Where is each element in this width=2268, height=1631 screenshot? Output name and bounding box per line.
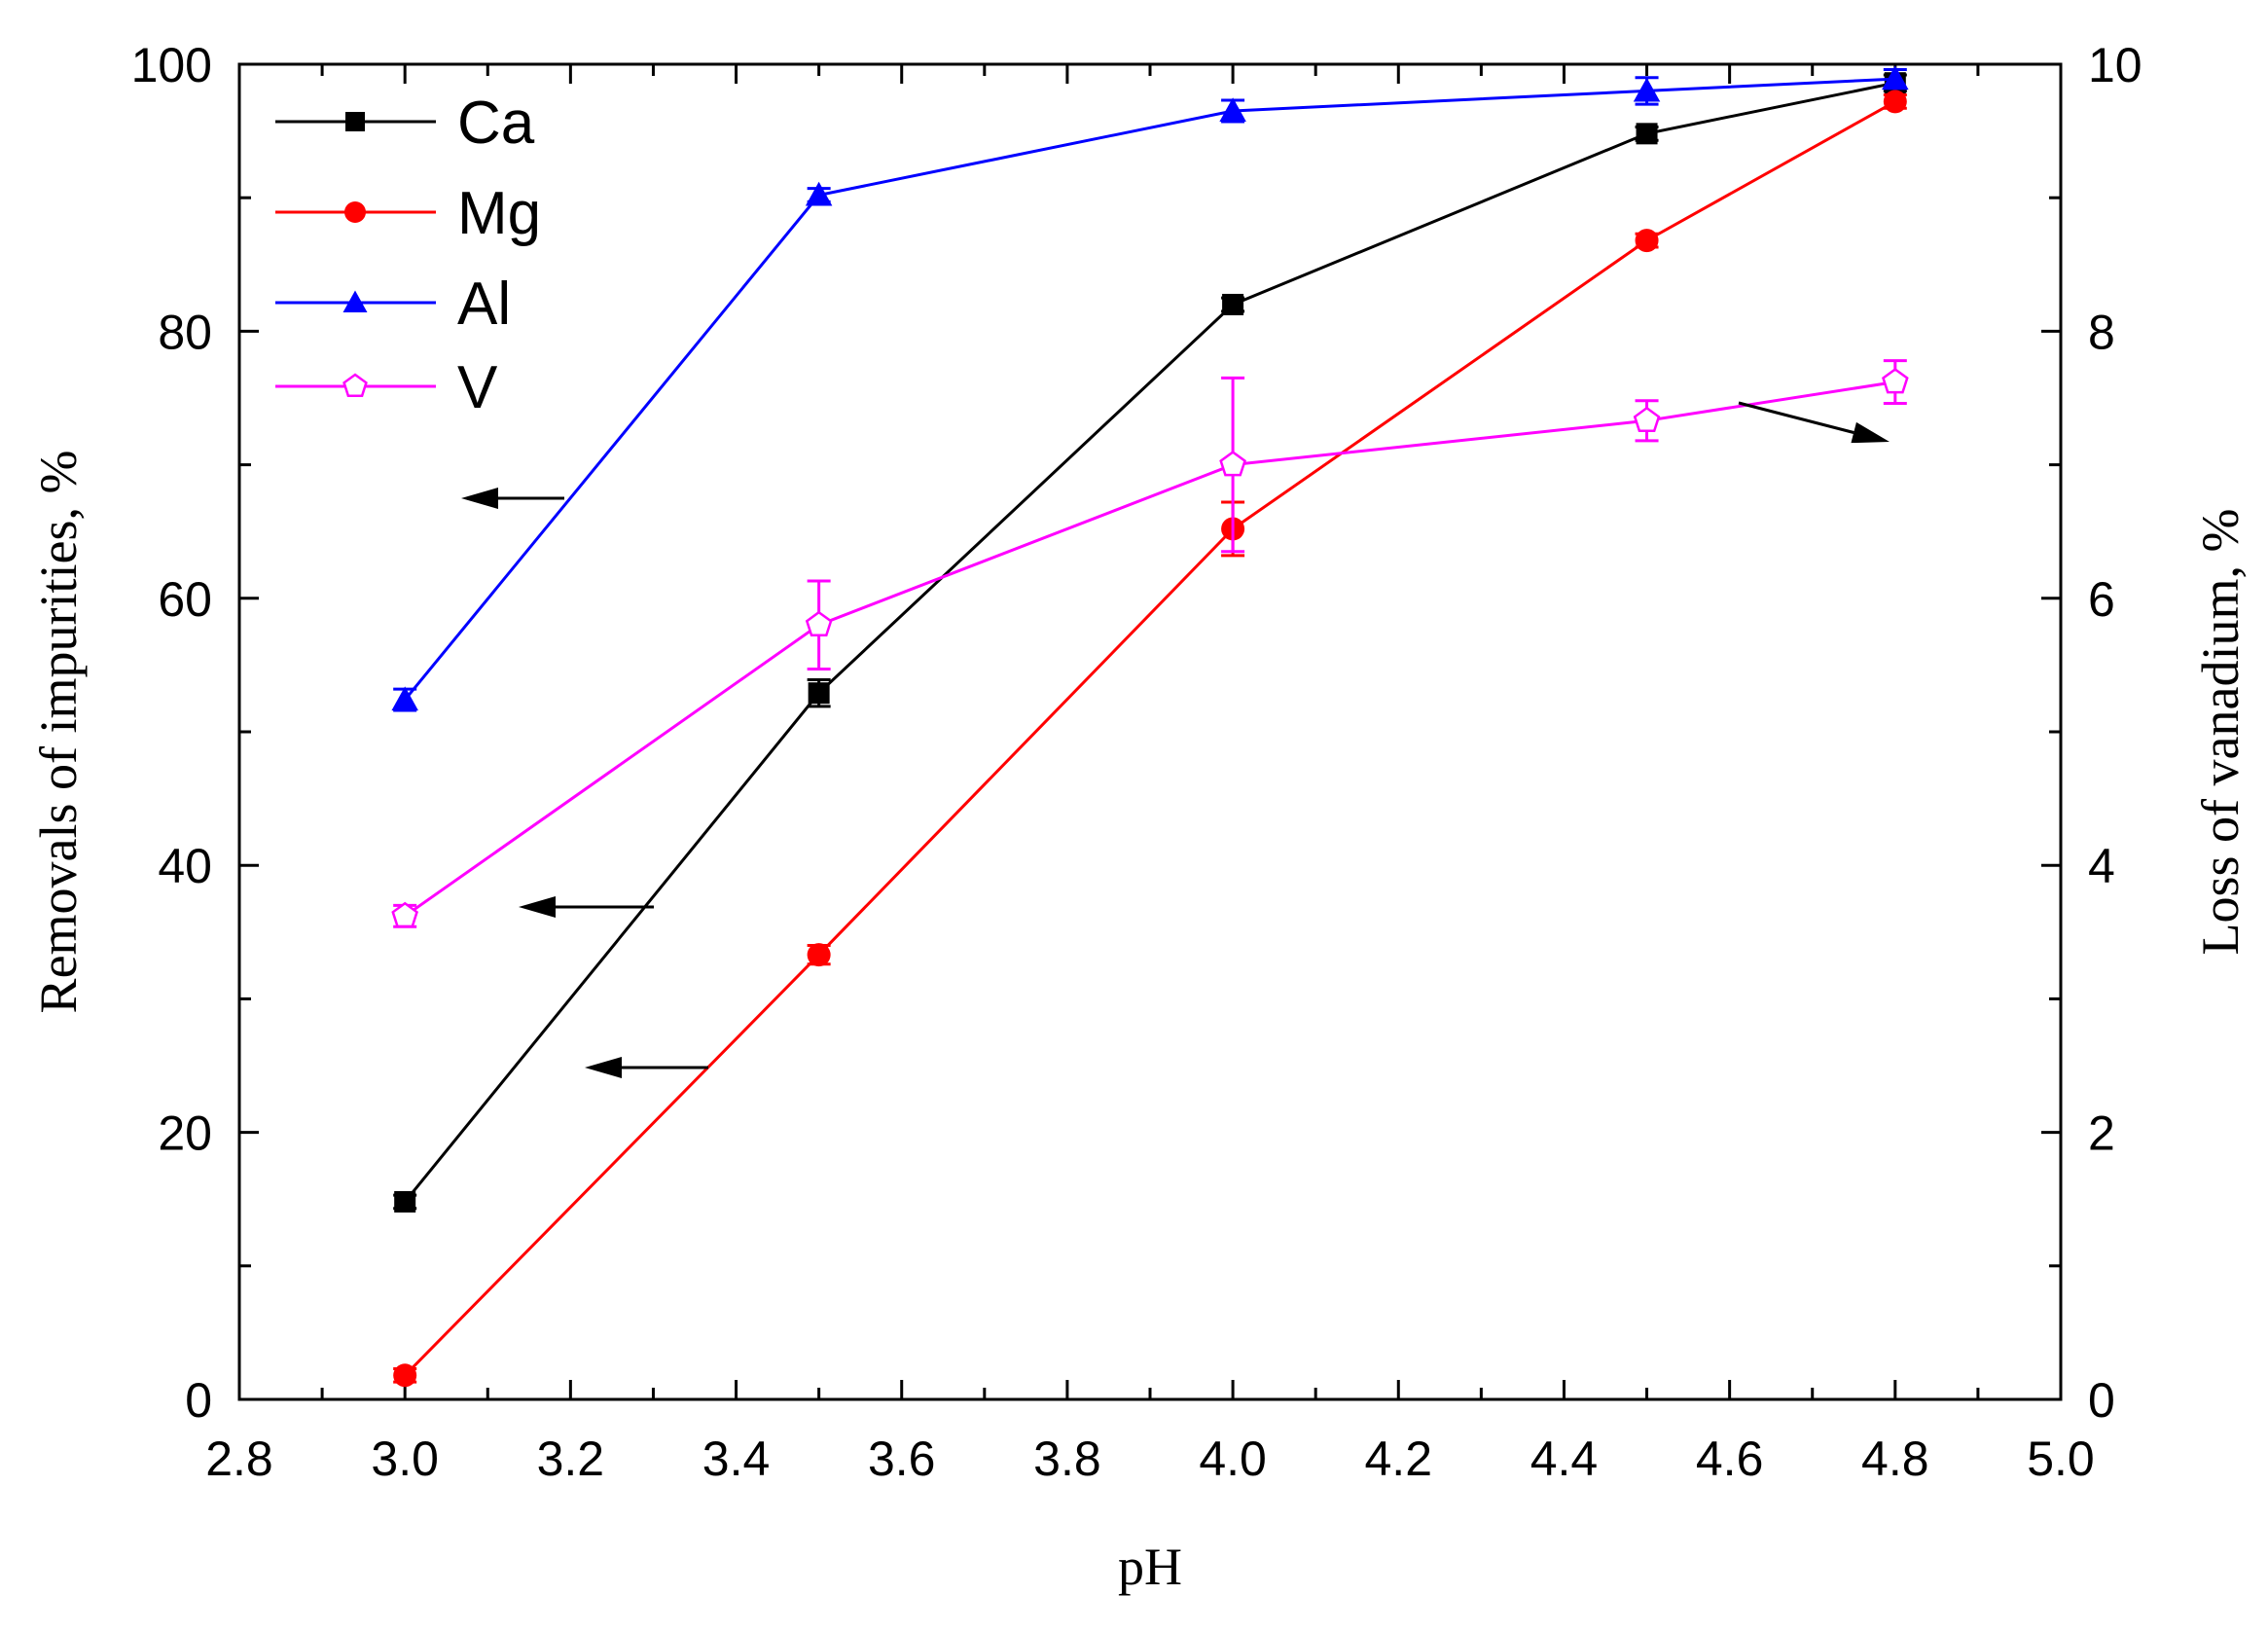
- arrow-left-al: [461, 488, 564, 509]
- data-point-v: [1633, 406, 1661, 433]
- series-mg: [393, 90, 1907, 1388]
- data-point-al: [1882, 65, 1909, 91]
- data-point-mg: [1883, 90, 1907, 114]
- legend-marker-ca: [345, 112, 365, 131]
- x-tick-label: 3.6: [868, 1432, 936, 1486]
- legend-label-ca: Ca: [457, 90, 535, 157]
- arrow-left-ca: [519, 896, 654, 918]
- x-tick-label: 4.2: [1365, 1432, 1433, 1486]
- legend-label-v: V: [457, 354, 498, 421]
- y-axis-label-right: Loss of vanadium, %: [2191, 509, 2250, 956]
- x-tick-label: 3.4: [702, 1432, 771, 1486]
- y-right-tick-label: 10: [2088, 38, 2142, 92]
- data-point-v: [805, 610, 833, 637]
- arrow-right-v-head: [1851, 421, 1890, 444]
- x-axis-label: pH: [1118, 1538, 1182, 1596]
- series-layer: [391, 65, 1909, 1388]
- x-tick-label: 5.0: [2027, 1432, 2095, 1486]
- data-point-al: [805, 181, 833, 206]
- arrow-left-mg: [585, 1057, 708, 1078]
- data-point-v: [1219, 451, 1246, 477]
- data-point-ca: [394, 1190, 416, 1213]
- legend-label-al: Al: [457, 271, 511, 338]
- x-tick-label: 4.4: [1530, 1432, 1599, 1486]
- x-tick-label: 4.0: [1199, 1432, 1267, 1486]
- data-point-v: [1882, 367, 1909, 394]
- y-right-tick-label: 0: [2088, 1373, 2115, 1428]
- y-left-tick-label: 0: [185, 1373, 212, 1428]
- legend-item-mg: Mg: [275, 180, 541, 247]
- series-al: [391, 65, 1909, 712]
- annotation-arrows: [461, 401, 1890, 1078]
- legend-item-ca: Ca: [275, 90, 535, 157]
- y-left-tick-label: 20: [158, 1106, 212, 1161]
- series-line-ca: [404, 81, 1896, 1203]
- y-left-tick-label: 80: [158, 305, 212, 359]
- data-point-ca: [808, 682, 830, 705]
- arrow-left-ca-head: [519, 896, 556, 918]
- x-tick-label: 4.6: [1696, 1432, 1764, 1486]
- x-tick-label: 3.0: [371, 1432, 439, 1486]
- y-left-tick-label: 60: [158, 572, 212, 627]
- data-point-v: [391, 901, 418, 928]
- data-point-ca: [1636, 123, 1658, 145]
- series-line-al: [404, 77, 1895, 702]
- data-point-al: [1633, 77, 1661, 102]
- y-right-tick-label: 8: [2088, 305, 2115, 359]
- axis-ticks: [237, 62, 2063, 1401]
- data-point-mg: [393, 1363, 417, 1388]
- legend-marker-mg: [344, 201, 366, 223]
- x-tick-label: 3.8: [1033, 1432, 1101, 1486]
- tick-labels: 2.8 3.0 3.2 3.4 3.6 3.8 4.0 4.2 4.4 4.6 4.8 5.00204…: [131, 38, 2142, 1486]
- arrow-right-v: [1738, 401, 1890, 444]
- y-right-tick-label: 2: [2088, 1106, 2115, 1161]
- series-line-v: [404, 381, 1896, 918]
- legend-item-v: V: [275, 354, 498, 421]
- x-tick-label: 3.2: [537, 1432, 605, 1486]
- x-tick-label: 2.8: [205, 1432, 273, 1486]
- plot-frame: [237, 62, 2063, 1401]
- y-right-tick-label: 4: [2088, 839, 2115, 893]
- legend-item-al: Al: [275, 271, 511, 338]
- series-line-mg: [404, 100, 1896, 1377]
- legend-marker-al: [342, 290, 368, 312]
- arrow-left-al-head: [461, 488, 498, 509]
- data-point-mg: [1635, 229, 1659, 253]
- x-tick-label: 4.8: [1861, 1432, 1929, 1486]
- y-left-tick-label: 100: [131, 38, 212, 92]
- series-v: [391, 359, 1909, 928]
- series-ca: [393, 72, 1907, 1213]
- legend-marker-v: [342, 373, 368, 397]
- y-right-tick-label: 6: [2088, 572, 2115, 627]
- data-point-ca: [1222, 293, 1244, 315]
- data-point-al: [391, 686, 418, 711]
- arrow-right-v-shaft: [1738, 401, 1854, 434]
- data-point-mg: [807, 943, 831, 967]
- arrow-left-mg-head: [585, 1057, 622, 1078]
- legend-label-mg: Mg: [457, 180, 541, 247]
- y-axis-label-left: Removals of impurities, %: [29, 451, 88, 1014]
- data-point-al: [1219, 97, 1246, 123]
- y-left-tick-label: 40: [158, 839, 212, 893]
- legend: Ca Mg Al V: [275, 90, 541, 421]
